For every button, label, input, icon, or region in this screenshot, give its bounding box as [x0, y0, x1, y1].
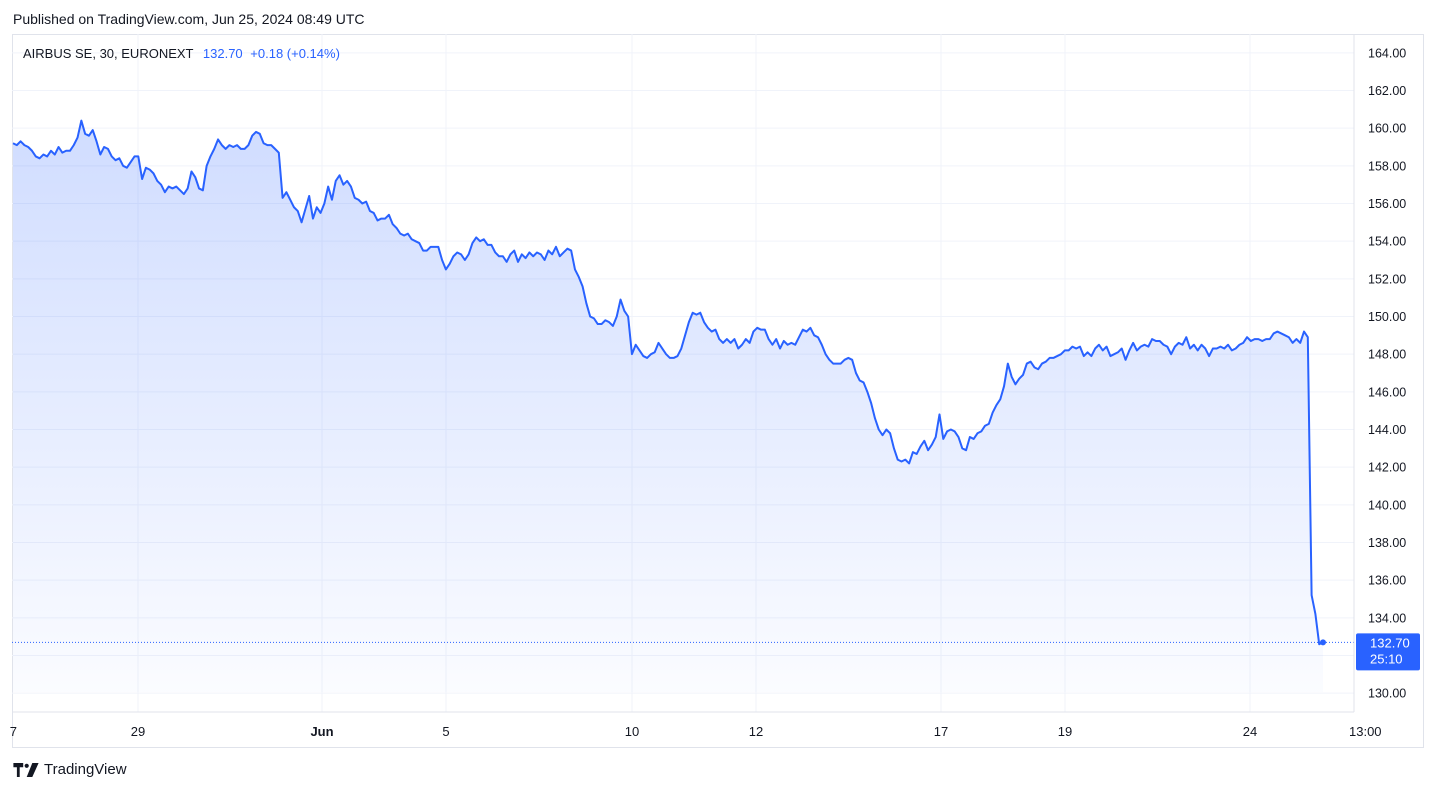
y-tick-label: 152.00	[1368, 272, 1406, 286]
last-price-legend: 132.70	[202, 46, 243, 61]
x-tick-label: 5	[442, 724, 449, 739]
y-tick-label: 138.00	[1368, 536, 1406, 550]
chart-frame	[12, 34, 1424, 748]
y-tick-label: 130.00	[1368, 687, 1406, 701]
y-tick-label: 162.00	[1368, 84, 1406, 98]
y-tick-label: 140.00	[1368, 498, 1406, 512]
price-axis[interactable]: 130.00132.00134.00136.00138.00140.00142.…	[1368, 46, 1406, 700]
y-tick-label: 142.00	[1368, 461, 1406, 475]
x-tick-label: 12	[749, 724, 763, 739]
x-tick-label: 29	[131, 724, 145, 739]
last-price-label-bg	[1356, 633, 1420, 671]
last-price-value: 132.70	[1370, 635, 1410, 650]
y-tick-label: 158.00	[1368, 159, 1406, 173]
tradingview-logo[interactable]: TradingView	[13, 761, 127, 778]
x-tick-label: 17	[934, 724, 948, 739]
y-tick-label: 148.00	[1368, 348, 1406, 362]
bar-countdown: 25:10	[1370, 651, 1403, 666]
last-price-dot	[1320, 639, 1326, 646]
y-tick-label: 150.00	[1368, 310, 1406, 324]
tradingview-brand: TradingView	[44, 761, 127, 778]
tradingview-logo-icon	[13, 762, 39, 777]
time-axis[interactable]: 7 29 Jun 5 10 12 17 19 24 13:00	[10, 724, 1382, 739]
x-tick-label: Jun	[310, 724, 333, 739]
x-tick-label: 24	[1243, 724, 1257, 739]
y-tick-label: 136.00	[1368, 574, 1406, 588]
price-change-legend: +0.18 (+0.14%)	[250, 46, 340, 61]
area-fill	[13, 120, 1323, 692]
y-tick-label: 164.00	[1368, 46, 1406, 60]
x-tick-label: 13:00	[1349, 724, 1382, 739]
symbol-legend[interactable]: AIRBUS SE, 30, EURONEXT 132.70 +0.18 (+0…	[23, 46, 340, 61]
y-tick-label: 146.00	[1368, 385, 1406, 399]
price-line-series	[12, 119, 1324, 646]
x-tick-label: 10	[625, 724, 639, 739]
x-tick-label: 7	[10, 724, 17, 739]
last-price-label: 132.70 25:10	[1356, 633, 1420, 671]
x-tick-label: 19	[1058, 724, 1072, 739]
symbol-title: AIRBUS SE, 30, EURONEXT	[23, 46, 194, 61]
y-tick-label: 154.00	[1368, 235, 1406, 249]
y-tick-label: 160.00	[1368, 122, 1406, 136]
y-tick-label: 134.00	[1368, 611, 1406, 625]
published-caption: Published on TradingView.com, Jun 25, 20…	[13, 11, 365, 27]
y-tick-label: 156.00	[1368, 197, 1406, 211]
y-tick-label: 144.00	[1368, 423, 1406, 437]
